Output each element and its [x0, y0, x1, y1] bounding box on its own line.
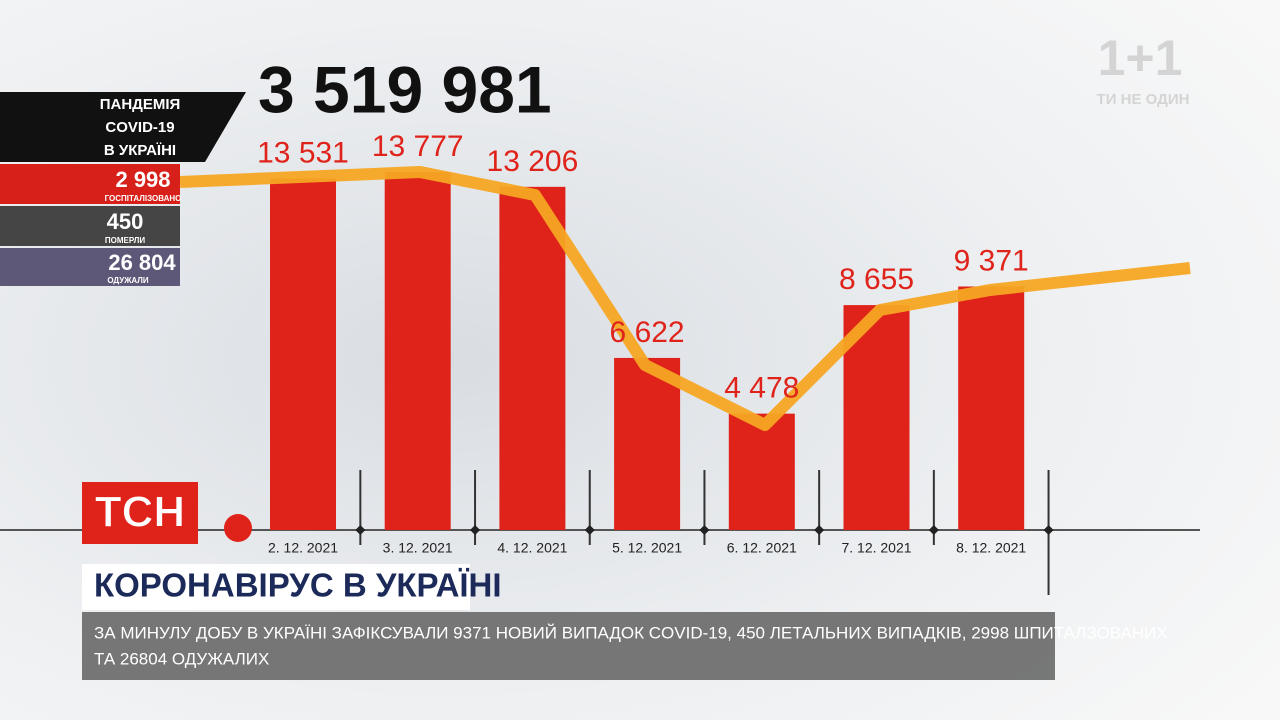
ticker-box [82, 612, 1055, 680]
stat-box [0, 164, 180, 204]
x-tick-label: 6. 12. 2021 [727, 540, 797, 556]
stat-label: ГОСПІТАЛІЗОВАНО [105, 194, 182, 203]
bar [728, 413, 795, 530]
total: 3 519 981 [258, 52, 552, 126]
stat-label: ОДУЖАЛИ [107, 276, 149, 285]
headline: КОРОНАВІРУС В УКРАЇНІ [94, 567, 502, 604]
x-tick-label: 7. 12. 2021 [841, 540, 911, 556]
stat-box [0, 248, 180, 286]
x-tick-label: 5. 12. 2021 [612, 540, 682, 556]
x-tick-label: 3. 12. 2021 [383, 540, 453, 556]
value-label: 8 655 [839, 263, 914, 296]
ticker: ТА 26804 ОДУЖАЛИХ [94, 649, 269, 668]
panel-title: В УКРАЇНІ [104, 142, 176, 159]
x-tick-label: 2. 12. 2021 [268, 540, 338, 556]
trend-line [179, 166, 1191, 431]
bar [614, 357, 681, 530]
value-label: 13 206 [487, 145, 579, 178]
tick-diamond [1043, 525, 1054, 535]
stat-value: 26 804 [108, 250, 176, 275]
value-label: 4 478 [724, 372, 799, 405]
value-label: 9 371 [954, 244, 1029, 277]
tick-diamond [470, 525, 481, 535]
stat-box [0, 206, 180, 246]
virus-icon [224, 514, 252, 542]
tick-diamond [584, 525, 595, 535]
tick-diamond [355, 525, 366, 535]
x-tick-label: 8. 12. 2021 [956, 540, 1026, 556]
value-label: 6 622 [610, 316, 685, 349]
channel-box [82, 482, 198, 544]
bar [384, 172, 451, 530]
tick-diamond [814, 525, 825, 535]
value-label: 13 777 [372, 130, 464, 163]
stat-value: 450 [107, 209, 144, 234]
tick-decor [355, 470, 1054, 595]
stat-value: 2 998 [115, 167, 170, 192]
bar [499, 186, 566, 530]
panel-title-box [0, 92, 246, 162]
logo-name: 1+1 [1098, 30, 1183, 86]
labels: 13 531 2. 12. 2021 13 777 3. 12. 2021 13 206… [257, 130, 1029, 556]
logo-slogan: ТИ НЕ ОДИН [1097, 91, 1190, 108]
tick-diamond [928, 525, 939, 535]
panel-title: COVID-19 [105, 119, 174, 136]
channel-logo: ТСН [95, 488, 185, 537]
ticker: ЗА МИНУЛУ ДОБУ В УКРАЇНІ ЗАФІКСУВАЛИ 937… [94, 623, 1168, 642]
headline-box [82, 564, 470, 610]
bar [958, 286, 1025, 530]
panel-title: ПАНДЕМІЯ [100, 96, 181, 113]
stat-label: ПОМЕРЛИ [105, 236, 145, 245]
value-label: 13 531 [257, 136, 349, 169]
bar [270, 178, 336, 530]
x-tick-label: 4. 12. 2021 [497, 540, 567, 556]
tick-diamond [699, 525, 710, 535]
